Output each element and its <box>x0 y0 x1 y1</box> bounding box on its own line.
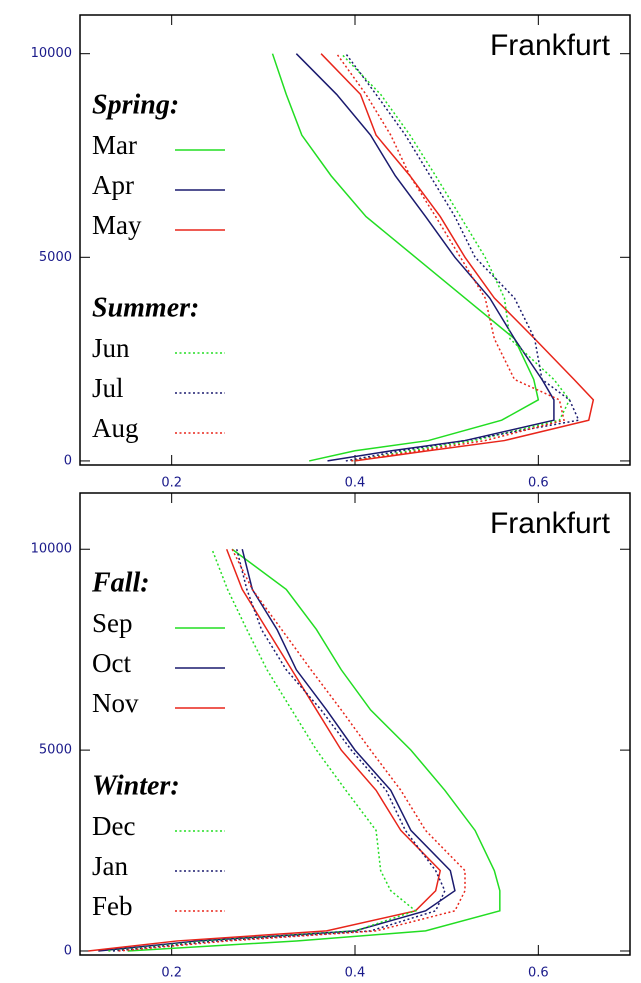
legend-label: Mar <box>92 130 137 160</box>
x-tick-label: 0.6 <box>528 476 549 491</box>
y-tick-label: 5000 <box>39 743 72 758</box>
legend-label: May <box>92 210 142 240</box>
legend-label: Sep <box>92 608 133 638</box>
series-line <box>127 548 501 952</box>
series-line <box>345 53 580 462</box>
legend-label: Jun <box>92 333 130 363</box>
legend-heading: Winter: <box>92 770 180 801</box>
legend-label: Dec <box>92 811 135 841</box>
legend-heading: Spring: <box>92 89 179 120</box>
series-line <box>108 548 418 952</box>
x-tick-label: 0.4 <box>345 966 366 981</box>
chart-title: Frankfurt <box>490 507 611 540</box>
x-tick-label: 0.2 <box>161 966 182 981</box>
series-line <box>98 549 456 952</box>
legend-label: Aug <box>92 413 139 443</box>
plot-frame <box>79 14 631 466</box>
y-tick-label: 5000 <box>39 250 72 265</box>
legend-heading: Summer: <box>92 292 199 323</box>
series-line <box>88 548 442 952</box>
series-line <box>320 53 595 462</box>
x-tick-label: 0.2 <box>161 476 182 491</box>
x-tick-label: 0.4 <box>345 476 366 491</box>
y-tick-label: 10000 <box>31 542 72 557</box>
series-line <box>118 548 466 952</box>
series-line <box>271 53 540 462</box>
legend-label: Nov <box>92 688 139 718</box>
legend-label: Oct <box>92 648 131 678</box>
x-tick-label: 0.6 <box>528 966 549 981</box>
legend-label: Feb <box>92 891 133 921</box>
legend-label: Apr <box>92 170 134 200</box>
legend-label: Jan <box>92 851 128 881</box>
legend-label: Jul <box>92 373 124 403</box>
plot-frame <box>79 492 631 956</box>
series-line <box>295 53 555 462</box>
y-tick-label: 10000 <box>31 46 72 61</box>
series-line <box>112 549 446 952</box>
legend-heading: Fall: <box>91 567 150 598</box>
y-tick-label: 0 <box>64 943 72 958</box>
y-tick-label: 0 <box>64 453 72 468</box>
chart-title: Frankfurt <box>490 29 611 62</box>
series-line <box>336 53 565 462</box>
